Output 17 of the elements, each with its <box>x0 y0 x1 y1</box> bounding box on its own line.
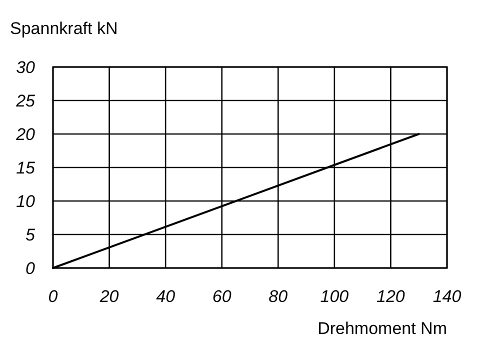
y-tick-label: 0 <box>26 258 36 278</box>
y-tick-label: 20 <box>15 124 36 144</box>
y-tick-label: 5 <box>26 225 36 244</box>
y-tick-label: 30 <box>16 58 36 77</box>
x-tick-label: 120 <box>376 287 406 306</box>
x-tick-label: 20 <box>98 287 120 306</box>
x-tick-label: 0 <box>48 287 58 306</box>
y-tick-label: 15 <box>16 158 36 178</box>
x-tick-label: 60 <box>212 287 232 306</box>
x-tick-label: 40 <box>156 287 176 306</box>
x-axis-title: Drehmoment Nm <box>318 319 447 338</box>
y-tick-label: 25 <box>15 91 36 110</box>
y-tick-label: 10 <box>16 192 36 211</box>
x-tick-label: 100 <box>320 287 350 306</box>
x-tick-label: 140 <box>432 287 462 306</box>
x-tick-label: 80 <box>268 287 288 306</box>
y-axis-title: Spannkraft kN <box>10 19 118 38</box>
